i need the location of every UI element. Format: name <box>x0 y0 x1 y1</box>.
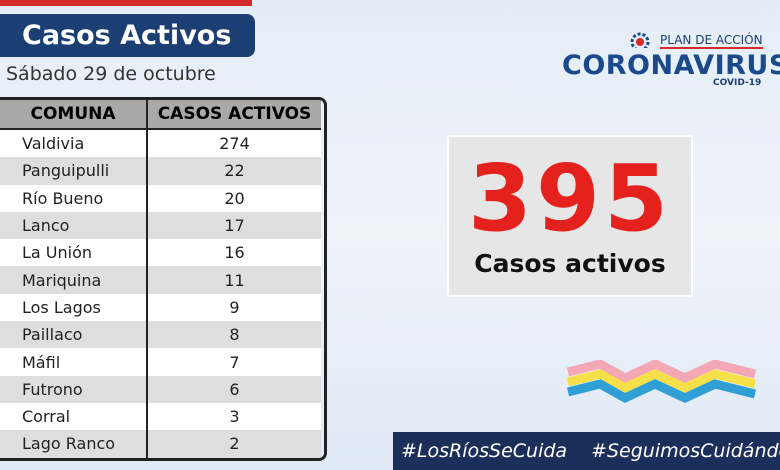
logo-name: CORONAVIRUS <box>562 50 780 81</box>
total-value: 395 <box>467 145 673 252</box>
logo-icon <box>630 32 650 48</box>
table-row: Lago Ranco 2 <box>0 430 321 458</box>
red-strip <box>0 0 252 6</box>
comuna-cell: Paillaco <box>0 321 148 349</box>
cases-cell: 22 <box>147 157 321 185</box>
date: Sábado 29 de octubre <box>6 63 216 85</box>
cases-cell: 7 <box>147 348 321 376</box>
column-header: COMUNA <box>0 100 148 130</box>
table-row: Máfil 7 <box>0 348 321 376</box>
comuna-cell: Valdivia <box>0 129 148 158</box>
comuna-cell: Máfil <box>0 348 148 376</box>
comuna-cell: Río Bueno <box>0 184 148 212</box>
table-row: Panguipulli 22 <box>0 157 321 185</box>
table-row: Río Bueno 20 <box>0 184 321 212</box>
cases-cell: 3 <box>147 402 321 431</box>
hashtag: #LosRíosSeCuida <box>401 440 568 462</box>
cases-cell: 8 <box>147 321 321 349</box>
comuna-cell: Corral <box>0 402 148 431</box>
table-row: Lanco 17 <box>0 211 321 240</box>
table-frame: COMUNA CASOS ACTIVOS Valdivia 274 Panguipu… <box>0 97 327 461</box>
table-row: Los Lagos 9 <box>0 293 321 322</box>
comuna-cell: Futrono <box>0 375 148 403</box>
cases-table: COMUNA CASOS ACTIVOS Valdivia 274 Panguipu… <box>0 100 321 458</box>
hashtag: #SeguimosCuidándonos <box>591 440 780 462</box>
comuna-cell: La Unión <box>0 239 148 267</box>
title: Casos Activos <box>0 14 255 57</box>
logo-plan: PLAN DE ACCIÓN <box>660 33 763 49</box>
table-row: Futrono 6 <box>0 375 321 403</box>
table-row: Valdivia 274 <box>0 129 321 158</box>
comuna-cell: Lanco <box>0 211 148 240</box>
cases-cell: 20 <box>147 184 321 212</box>
total-label: Casos activos <box>474 249 666 278</box>
hashtag-bar: #LosRíosSeCuida #SeguimosCuidándonos <box>393 432 780 470</box>
comuna-cell: Mariquina <box>0 266 148 294</box>
column-header: CASOS ACTIVOS <box>147 100 321 130</box>
table-row: Corral 3 <box>0 402 321 431</box>
table-row: La Unión 16 <box>0 239 321 267</box>
cases-cell: 9 <box>147 293 321 322</box>
cases-cell: 16 <box>147 239 321 267</box>
cases-cell: 11 <box>147 266 321 294</box>
cases-cell: 6 <box>147 375 321 403</box>
cases-cell: 17 <box>147 211 321 240</box>
total-box: 395 Casos activos <box>447 135 693 297</box>
comuna-cell: Lago Ranco <box>0 430 148 458</box>
cases-cell: 2 <box>147 430 321 458</box>
comuna-cell: Los Lagos <box>0 293 148 322</box>
logo-sub: COVID-19 <box>713 78 762 88</box>
table-row: Paillaco 8 <box>0 321 321 349</box>
wave-decoration <box>566 360 757 404</box>
table-row: Mariquina 11 <box>0 266 321 294</box>
comuna-cell: Panguipulli <box>0 157 148 185</box>
cases-cell: 274 <box>147 129 321 158</box>
